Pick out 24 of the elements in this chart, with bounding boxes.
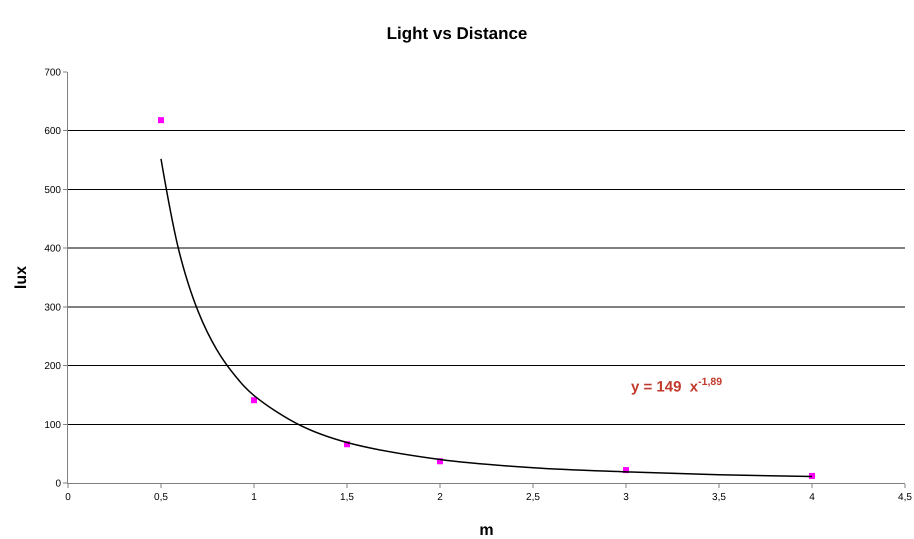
x-tick-label: 4,5 — [898, 492, 912, 503]
y-axis-title: lux — [13, 266, 30, 290]
annotation: y = 149 x$^{-1,89}$ — [631, 376, 722, 396]
y-tick-label: 400 — [44, 244, 62, 255]
y-tick-label: 500 — [44, 184, 62, 196]
x-tick-label: 0 — [65, 492, 72, 503]
x-tick-label: 4 — [809, 492, 816, 503]
x-tick-label: 3 — [623, 492, 630, 503]
x-tick-label: 2,5 — [526, 492, 540, 503]
y-tick-label: 100 — [44, 420, 62, 431]
chart-title: Light vs Distance — [386, 24, 528, 43]
y-tick-label: 300 — [44, 302, 62, 314]
x-tick-label: 1 — [251, 492, 258, 503]
y-tick-label: 0 — [55, 478, 62, 490]
y-tick-label: 200 — [44, 361, 62, 372]
y-tick-label: 600 — [44, 126, 62, 138]
x-tick-label: 2 — [437, 492, 444, 503]
point — [251, 397, 257, 404]
x-tick-label: 3,5 — [712, 492, 726, 503]
point — [158, 117, 164, 124]
x-tick-label: 0,5 — [154, 492, 168, 503]
x-axis-title: m — [479, 522, 494, 539]
x-tick-label: 1,5 — [340, 492, 354, 503]
y-tick-label: 700 — [44, 68, 62, 78]
